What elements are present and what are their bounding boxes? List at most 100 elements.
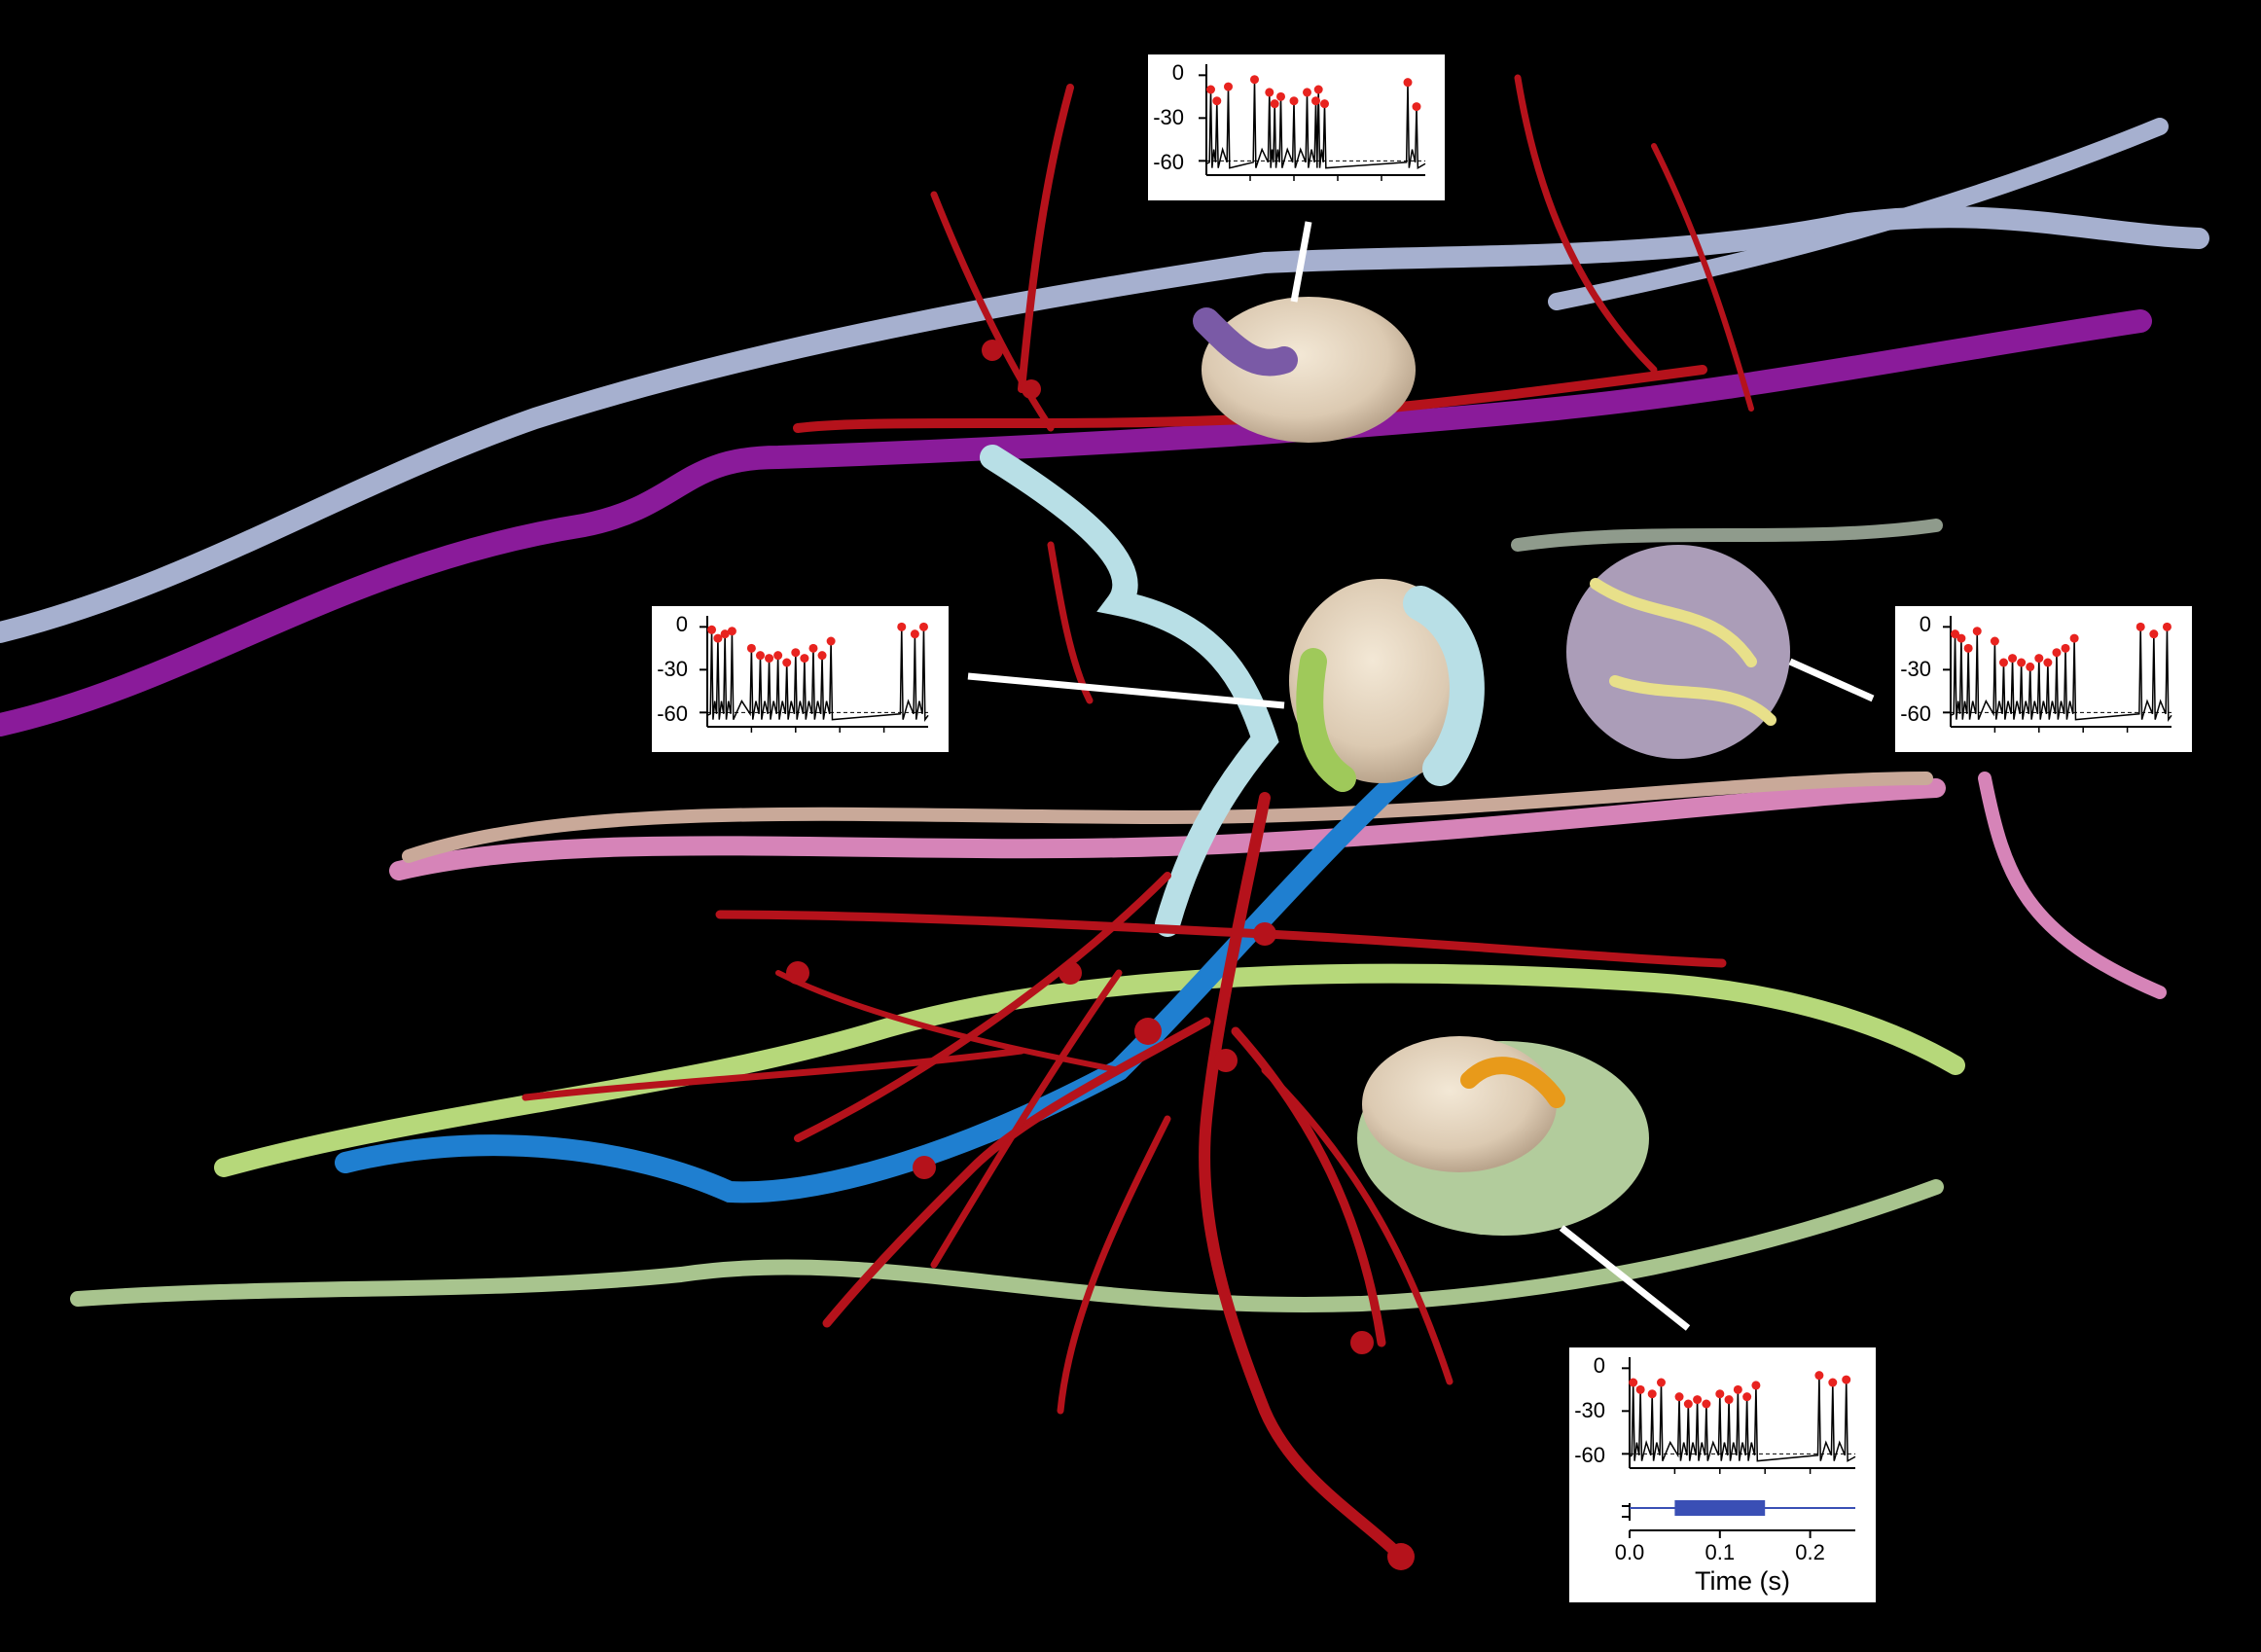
connector-top [1290, 221, 1312, 303]
spike-marker [1635, 1384, 1645, 1394]
ytick-label-neg30: -30 [1900, 657, 1931, 681]
ytick-label-neg60: -60 [1900, 701, 1931, 726]
spike-marker [808, 643, 818, 653]
voltage-trace-line [1629, 1375, 1856, 1462]
spike-marker [765, 654, 774, 664]
spike-marker [773, 651, 783, 661]
voltage-trace-line [1950, 627, 2172, 722]
ytick-label-neg60: -60 [1153, 150, 1184, 174]
pink-axon-descending [1978, 772, 2167, 999]
spike-marker [1715, 1389, 1725, 1399]
spike-marker [1303, 88, 1311, 97]
lightgreen-axon [214, 963, 1965, 1177]
pink-axon [389, 778, 1946, 880]
spike-marker [1403, 78, 1413, 88]
spike-marker [782, 658, 792, 667]
spike-marker [1206, 85, 1215, 94]
ytick-label-neg30: -30 [1153, 105, 1184, 129]
spike-marker [791, 648, 801, 658]
spike-marker [720, 629, 730, 639]
voltage-trace-line [706, 627, 929, 722]
connector-bottom [1559, 1225, 1691, 1331]
spike-marker [713, 633, 723, 643]
spike-marker [2008, 654, 2018, 664]
ytick-label-neg60: -60 [657, 701, 688, 726]
spike-marker [1963, 643, 1973, 653]
spike-marker [1956, 633, 1966, 643]
spike-marker [826, 636, 836, 646]
spike-marker [1265, 88, 1274, 97]
spike-marker [1250, 75, 1259, 85]
spike-marker [918, 622, 928, 631]
voltage-trace-svg-right: 0 -30 -60 [1900, 612, 2172, 733]
spike-marker [1674, 1392, 1684, 1402]
x-axis-title: Time (s) [1695, 1566, 1790, 1596]
spike-marker [755, 651, 765, 661]
spike-marker [2061, 643, 2070, 653]
yellow-processes-right [1590, 578, 1776, 726]
ytick-label-0: 0 [676, 612, 688, 636]
orange-process-bottom [1460, 1057, 1565, 1108]
spike-marker [707, 625, 717, 634]
spike-marker [2052, 648, 2062, 658]
ytick-label-neg30: -30 [1574, 1398, 1605, 1422]
ytick-label-0: 0 [1920, 612, 1931, 636]
spike-marker [2034, 654, 2044, 664]
cyan-soma-overlay [1403, 586, 1485, 786]
spike-marker [1733, 1384, 1742, 1394]
spike-marker [1742, 1392, 1752, 1402]
cell-body-top [1202, 297, 1416, 443]
cyan-process [980, 445, 1279, 937]
spike-marker [817, 651, 827, 661]
spike-marker [1951, 629, 1960, 639]
xtick-label-0-2: 0.2 [1795, 1540, 1825, 1564]
xtick-label-0: 0.0 [1615, 1540, 1645, 1564]
spike-marker [1629, 1378, 1638, 1387]
spike-marker [727, 627, 736, 636]
blue-axon [335, 748, 1431, 1203]
spike-marker [1656, 1378, 1666, 1387]
voltage-trace-inset-top: 0 -30 -60 [1148, 54, 1445, 200]
spike-marker [1990, 636, 1999, 646]
stimulus-block [1674, 1500, 1766, 1516]
tan-axon [402, 772, 1933, 863]
spike-marker [2149, 629, 2159, 639]
spike-marker [1842, 1375, 1851, 1384]
lavender-axon-branch [1548, 118, 2169, 310]
spike-marker [897, 622, 907, 631]
stimulus-row [1622, 1500, 1855, 1521]
ytick-label-0: 0 [1172, 60, 1184, 85]
spike-marker [1320, 99, 1329, 109]
spike-marker [1212, 96, 1222, 106]
spike-marker [746, 643, 756, 653]
ytick-label-neg30: -30 [657, 657, 688, 681]
spike-marker [1224, 82, 1233, 91]
voltage-trace-svg-top: 0 -30 -60 [1153, 60, 1426, 181]
connector-right [1788, 658, 1875, 702]
spike-marker [1972, 627, 1982, 636]
cell-body-bottom-core [1362, 1036, 1557, 1172]
spike-marker [1724, 1395, 1734, 1405]
spike-marker [1313, 85, 1323, 94]
xtick-label-0-1: 0.1 [1705, 1540, 1736, 1564]
voltage-trace-inset-right: 0 -30 -60 [1895, 606, 2192, 752]
spike-marker [2043, 658, 2053, 667]
spike-marker [1751, 1381, 1761, 1390]
cell-body-middle [1289, 579, 1474, 783]
voltage-trace-inset-left: 0 -30 -60 [652, 606, 949, 752]
spike-marker [1289, 96, 1299, 106]
spike-marker [1828, 1378, 1838, 1387]
spike-marker [1647, 1389, 1657, 1399]
spike-marker [1311, 96, 1320, 106]
purple-process-top [1193, 307, 1298, 377]
purple-axon [0, 309, 2152, 736]
spike-marker [1998, 658, 2008, 667]
voltage-trace-svg-bottom: 0 -30 -60 0.0 0.1 0.2 Time (s) [1574, 1353, 1856, 1596]
red-varicosities [786, 340, 1415, 1570]
spike-marker [1276, 91, 1285, 101]
green-soma-overlay [1296, 648, 1356, 792]
spike-marker [1683, 1399, 1693, 1409]
sage-axon [70, 1179, 1944, 1312]
spike-marker [2135, 622, 2145, 631]
spike-marker [1814, 1371, 1824, 1381]
